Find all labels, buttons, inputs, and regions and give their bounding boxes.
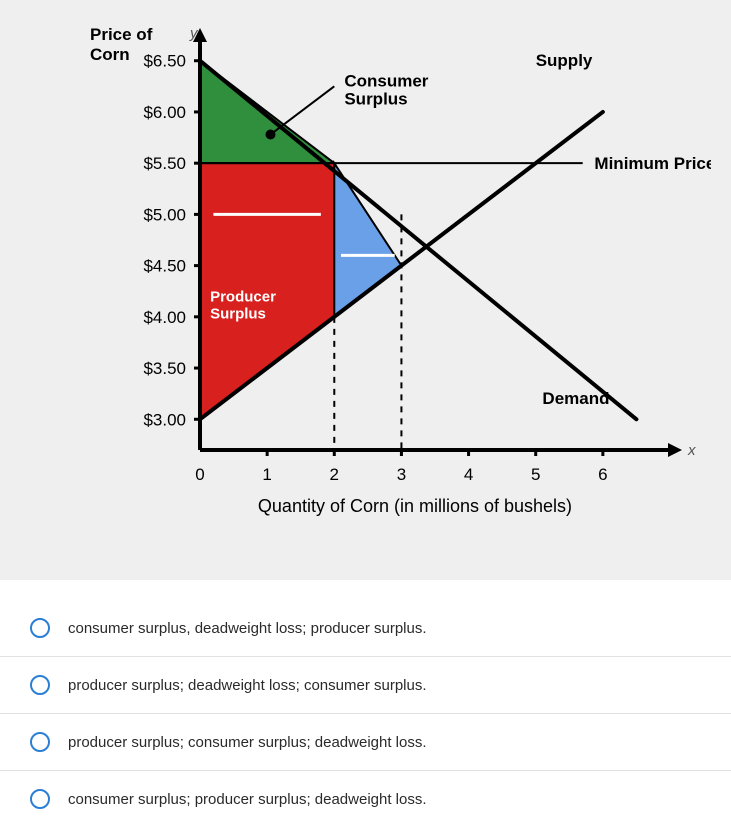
svg-text:1: 1 [262, 465, 271, 484]
answer-options: consumer surplus, deadweight loss; produ… [0, 600, 731, 827]
svg-text:Minimum Price: Minimum Price [594, 154, 711, 173]
option-1[interactable]: consumer surplus, deadweight loss; produ… [0, 600, 731, 656]
svg-text:3: 3 [397, 465, 406, 484]
radio-icon [30, 789, 50, 809]
svg-text:$4.00: $4.00 [143, 308, 186, 327]
chart-panel: Price ofCorny$6.50$6.00$5.50$5.00$4.50$4… [0, 0, 731, 580]
svg-text:Supply: Supply [536, 51, 593, 70]
svg-text:$4.50: $4.50 [143, 257, 186, 276]
option-label: consumer surplus; producer surplus; dead… [68, 791, 427, 808]
svg-text:$6.00: $6.00 [143, 103, 186, 122]
option-3[interactable]: producer surplus; consumer surplus; dead… [0, 713, 731, 770]
svg-text:Surplus: Surplus [210, 305, 266, 322]
supply-demand-chart: Price ofCorny$6.50$6.00$5.50$5.00$4.50$4… [20, 20, 711, 560]
radio-icon [30, 675, 50, 695]
svg-text:Price of: Price of [90, 25, 153, 44]
svg-text:Consumer: Consumer [344, 71, 428, 90]
svg-text:Quantity of Corn (in millions: Quantity of Corn (in millions of bushels… [258, 496, 572, 516]
svg-text:$3.50: $3.50 [143, 359, 186, 378]
option-2[interactable]: producer surplus; deadweight loss; consu… [0, 656, 731, 713]
option-4[interactable]: consumer surplus; producer surplus; dead… [0, 770, 731, 827]
radio-icon [30, 618, 50, 638]
option-label: consumer surplus, deadweight loss; produ… [68, 620, 427, 637]
svg-text:$6.50: $6.50 [143, 52, 186, 71]
svg-text:0: 0 [195, 465, 204, 484]
radio-icon [30, 732, 50, 752]
svg-text:Corn: Corn [90, 45, 130, 64]
option-label: producer surplus; consumer surplus; dead… [68, 734, 427, 751]
svg-text:Demand: Demand [542, 389, 609, 408]
svg-text:x: x [687, 442, 696, 459]
option-label: producer surplus; deadweight loss; consu… [68, 677, 427, 694]
svg-text:5: 5 [531, 465, 540, 484]
svg-text:2: 2 [330, 465, 339, 484]
svg-text:4: 4 [464, 465, 473, 484]
svg-text:$3.00: $3.00 [143, 410, 186, 429]
svg-text:Surplus: Surplus [344, 89, 407, 108]
svg-text:Producer: Producer [210, 288, 276, 305]
svg-text:$5.50: $5.50 [143, 154, 186, 173]
svg-text:$5.00: $5.00 [143, 205, 186, 224]
svg-text:6: 6 [598, 465, 607, 484]
